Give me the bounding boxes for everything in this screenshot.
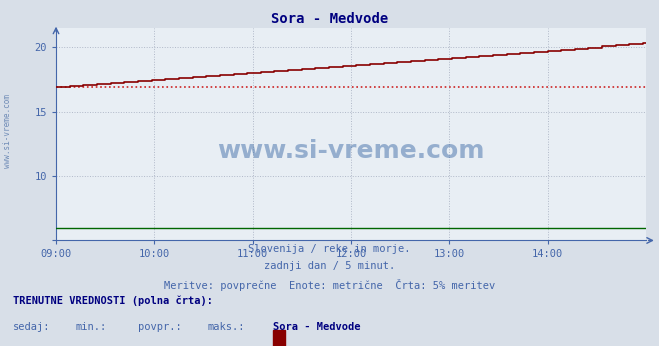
Text: zadnji dan / 5 minut.: zadnji dan / 5 minut.	[264, 261, 395, 271]
Text: povpr.:: povpr.:	[138, 322, 182, 332]
Text: www.si-vreme.com: www.si-vreme.com	[3, 94, 13, 169]
Text: Meritve: povprečne  Enote: metrične  Črta: 5% meritev: Meritve: povprečne Enote: metrične Črta:…	[164, 279, 495, 291]
Text: min.:: min.:	[76, 322, 107, 332]
Text: Sora - Medvode: Sora - Medvode	[273, 322, 361, 332]
Text: sedaj:: sedaj:	[13, 322, 51, 332]
Text: www.si-vreme.com: www.si-vreme.com	[217, 139, 484, 163]
Text: TRENUTNE VREDNOSTI (polna črta):: TRENUTNE VREDNOSTI (polna črta):	[13, 296, 213, 306]
Text: Slovenija / reke in morje.: Slovenija / reke in morje.	[248, 244, 411, 254]
Text: Sora - Medvode: Sora - Medvode	[271, 12, 388, 26]
Text: maks.:: maks.:	[208, 322, 245, 332]
